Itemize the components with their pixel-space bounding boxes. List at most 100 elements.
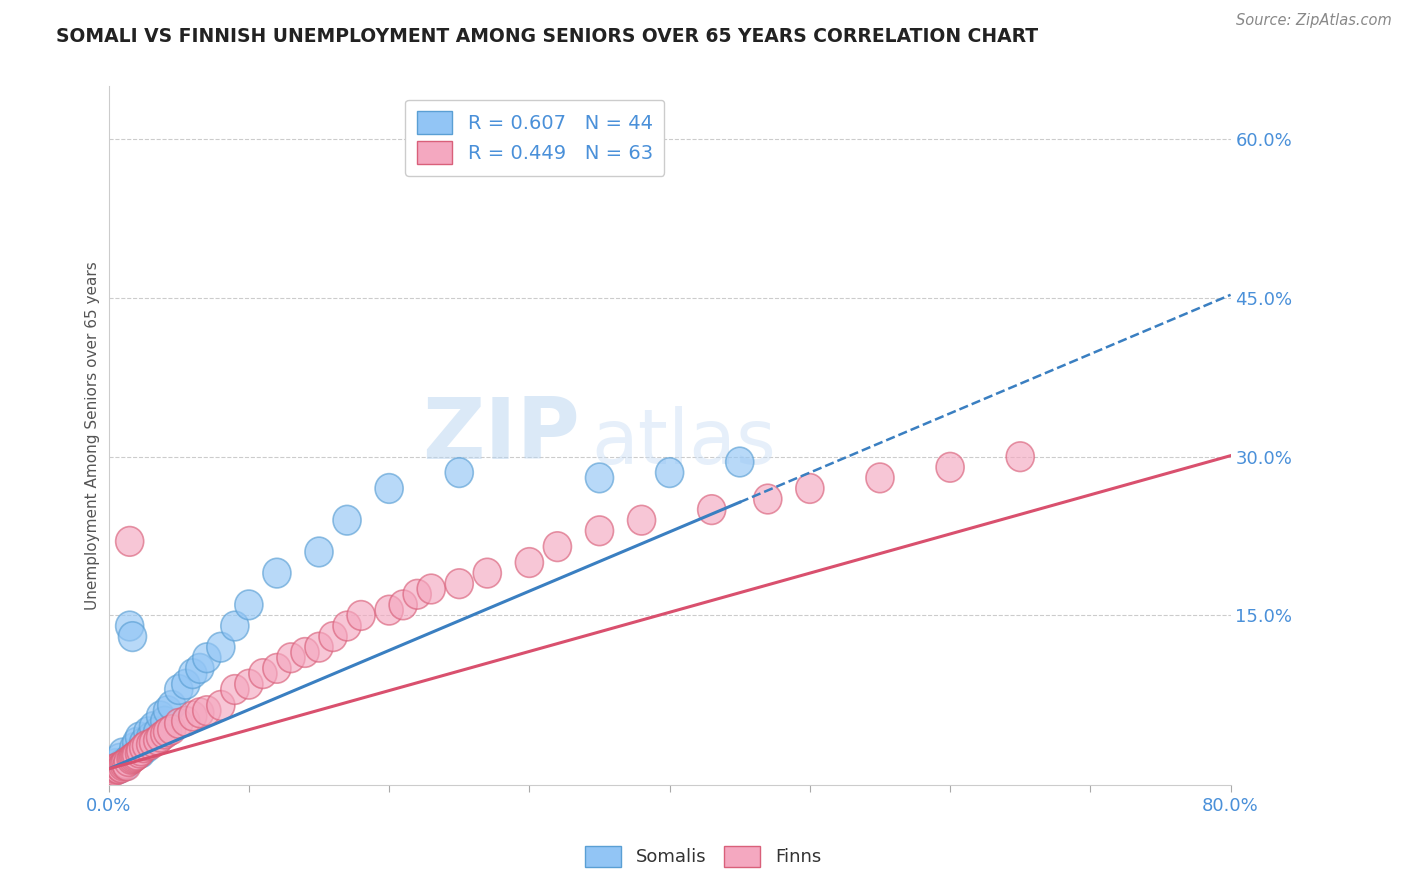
Ellipse shape bbox=[136, 723, 165, 752]
Ellipse shape bbox=[117, 745, 145, 774]
Ellipse shape bbox=[101, 748, 129, 779]
Ellipse shape bbox=[193, 643, 221, 673]
Ellipse shape bbox=[127, 736, 155, 765]
Ellipse shape bbox=[125, 739, 153, 768]
Ellipse shape bbox=[115, 744, 143, 773]
Ellipse shape bbox=[936, 452, 965, 482]
Ellipse shape bbox=[186, 698, 214, 728]
Ellipse shape bbox=[516, 548, 543, 577]
Ellipse shape bbox=[146, 701, 174, 731]
Legend: Somalis, Finns: Somalis, Finns bbox=[578, 838, 828, 874]
Ellipse shape bbox=[139, 712, 167, 741]
Ellipse shape bbox=[98, 756, 127, 785]
Ellipse shape bbox=[115, 611, 143, 640]
Ellipse shape bbox=[725, 447, 754, 477]
Ellipse shape bbox=[100, 756, 128, 786]
Ellipse shape bbox=[107, 751, 135, 780]
Legend: R = 0.607   N = 44, R = 0.449   N = 63: R = 0.607 N = 44, R = 0.449 N = 63 bbox=[405, 100, 665, 176]
Ellipse shape bbox=[115, 526, 143, 557]
Ellipse shape bbox=[105, 752, 134, 781]
Ellipse shape bbox=[291, 638, 319, 667]
Ellipse shape bbox=[418, 574, 446, 604]
Ellipse shape bbox=[277, 643, 305, 673]
Ellipse shape bbox=[193, 696, 221, 725]
Ellipse shape bbox=[333, 611, 361, 640]
Ellipse shape bbox=[186, 654, 214, 683]
Ellipse shape bbox=[754, 484, 782, 514]
Ellipse shape bbox=[153, 696, 181, 725]
Ellipse shape bbox=[114, 747, 142, 776]
Ellipse shape bbox=[627, 506, 655, 535]
Ellipse shape bbox=[263, 558, 291, 588]
Ellipse shape bbox=[585, 463, 613, 492]
Ellipse shape bbox=[118, 744, 146, 773]
Ellipse shape bbox=[404, 580, 432, 609]
Ellipse shape bbox=[221, 674, 249, 705]
Ellipse shape bbox=[157, 714, 186, 745]
Ellipse shape bbox=[305, 537, 333, 566]
Ellipse shape bbox=[136, 730, 165, 759]
Ellipse shape bbox=[104, 754, 132, 784]
Ellipse shape bbox=[129, 728, 157, 757]
Ellipse shape bbox=[655, 458, 683, 487]
Ellipse shape bbox=[305, 632, 333, 662]
Ellipse shape bbox=[375, 474, 404, 503]
Ellipse shape bbox=[105, 744, 134, 773]
Ellipse shape bbox=[446, 569, 474, 599]
Ellipse shape bbox=[347, 600, 375, 631]
Ellipse shape bbox=[375, 595, 404, 625]
Text: ZIP: ZIP bbox=[422, 394, 579, 477]
Ellipse shape bbox=[134, 717, 162, 747]
Ellipse shape bbox=[108, 748, 136, 779]
Ellipse shape bbox=[543, 532, 571, 561]
Ellipse shape bbox=[103, 753, 131, 782]
Ellipse shape bbox=[118, 622, 146, 651]
Ellipse shape bbox=[101, 754, 129, 784]
Ellipse shape bbox=[319, 622, 347, 651]
Text: Source: ZipAtlas.com: Source: ZipAtlas.com bbox=[1236, 13, 1392, 29]
Ellipse shape bbox=[112, 747, 141, 776]
Ellipse shape bbox=[585, 516, 613, 546]
Ellipse shape bbox=[150, 706, 179, 736]
Y-axis label: Unemployment Among Seniors over 65 years: Unemployment Among Seniors over 65 years bbox=[86, 261, 100, 610]
Ellipse shape bbox=[157, 690, 186, 720]
Ellipse shape bbox=[249, 659, 277, 689]
Ellipse shape bbox=[122, 739, 150, 768]
Ellipse shape bbox=[108, 739, 136, 768]
Ellipse shape bbox=[172, 706, 200, 736]
Ellipse shape bbox=[143, 725, 172, 756]
Ellipse shape bbox=[207, 690, 235, 720]
Ellipse shape bbox=[104, 754, 132, 784]
Ellipse shape bbox=[179, 659, 207, 689]
Ellipse shape bbox=[97, 756, 125, 786]
Ellipse shape bbox=[333, 506, 361, 535]
Ellipse shape bbox=[108, 751, 136, 780]
Ellipse shape bbox=[179, 701, 207, 731]
Ellipse shape bbox=[221, 611, 249, 640]
Ellipse shape bbox=[121, 741, 149, 771]
Ellipse shape bbox=[122, 728, 150, 757]
Ellipse shape bbox=[132, 731, 160, 760]
Ellipse shape bbox=[132, 733, 160, 763]
Ellipse shape bbox=[111, 751, 139, 780]
Ellipse shape bbox=[172, 669, 200, 699]
Ellipse shape bbox=[122, 740, 150, 770]
Ellipse shape bbox=[125, 723, 153, 752]
Ellipse shape bbox=[107, 753, 135, 782]
Ellipse shape bbox=[389, 590, 418, 620]
Ellipse shape bbox=[112, 751, 141, 780]
Ellipse shape bbox=[207, 632, 235, 662]
Ellipse shape bbox=[235, 669, 263, 699]
Ellipse shape bbox=[111, 748, 139, 779]
Ellipse shape bbox=[129, 733, 157, 763]
Ellipse shape bbox=[474, 558, 502, 588]
Ellipse shape bbox=[796, 474, 824, 503]
Ellipse shape bbox=[446, 458, 474, 487]
Ellipse shape bbox=[96, 757, 124, 787]
Ellipse shape bbox=[146, 723, 174, 752]
Ellipse shape bbox=[263, 654, 291, 683]
Ellipse shape bbox=[1007, 442, 1035, 472]
Ellipse shape bbox=[98, 754, 127, 784]
Text: atlas: atlas bbox=[591, 406, 776, 480]
Ellipse shape bbox=[139, 728, 167, 757]
